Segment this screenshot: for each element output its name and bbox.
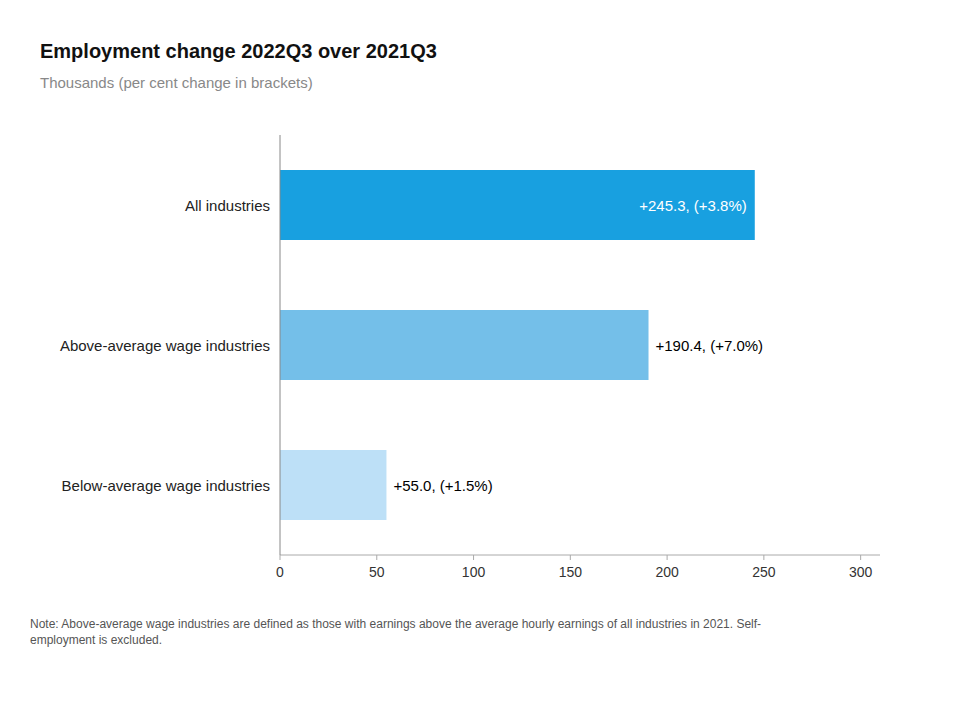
background [0, 0, 960, 720]
note: Note: Above-average wage industries are … [30, 617, 761, 647]
subtitle: Thousands (per cent change in brackets) [40, 74, 313, 91]
x-tick [376, 555, 377, 560]
x-tick-label: 100 [462, 564, 486, 580]
data-label: +245.3, (+3.8%) [639, 197, 747, 214]
y-tick-label: Above-average wage industries [60, 337, 270, 354]
x-tick [280, 555, 281, 560]
chart: Employment change 2022Q3 over 2021Q3 Thou… [0, 0, 960, 720]
x-tick [570, 555, 571, 560]
note-line: Note: Above-average wage industries are … [30, 617, 761, 631]
x-tick [860, 555, 861, 560]
data-label: +190.4, (+7.0%) [656, 337, 764, 354]
data-label: +55.0, (+1.5%) [393, 477, 492, 494]
note-line: employment is excluded. [30, 633, 162, 647]
zero-line [280, 135, 281, 555]
x-tick-label: 250 [752, 564, 776, 580]
x-tick-label: 0 [276, 564, 284, 580]
x-tick [763, 555, 764, 560]
title: Employment change 2022Q3 over 2021Q3 [40, 40, 437, 62]
y-tick-label: All industries [185, 197, 270, 214]
bar [280, 450, 386, 520]
x-axis-line [280, 555, 880, 556]
x-tick [667, 555, 668, 560]
y-tick-label: Below-average wage industries [62, 477, 270, 494]
x-tick-label: 300 [849, 564, 873, 580]
bar [280, 170, 755, 240]
bar [280, 310, 649, 380]
x-tick [473, 555, 474, 560]
x-tick-label: 200 [655, 564, 679, 580]
x-tick-label: 150 [559, 564, 583, 580]
x-tick-label: 50 [369, 564, 385, 580]
